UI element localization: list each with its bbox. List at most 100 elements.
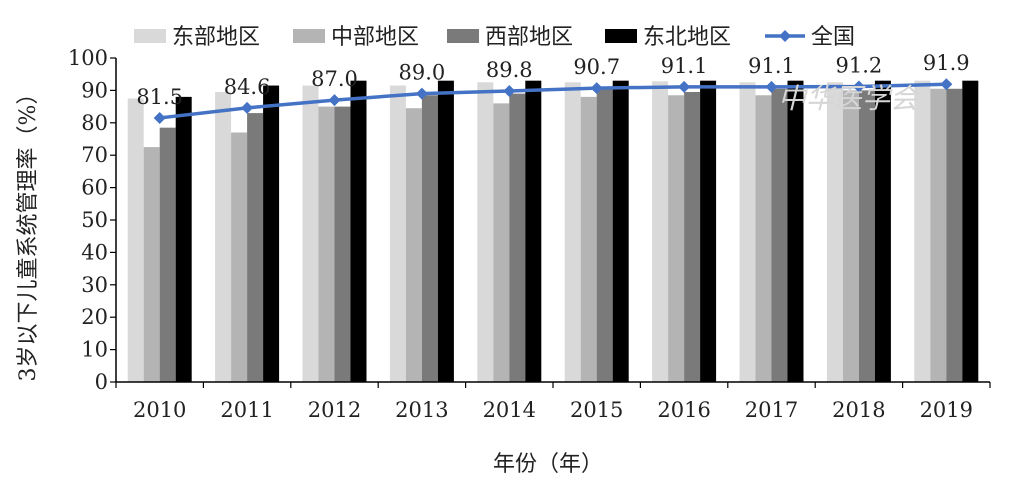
bar-1-2013 — [389, 85, 406, 382]
y-tick-label: 70 — [81, 143, 108, 167]
bar-1-2012 — [302, 85, 319, 382]
bar-4-2011 — [263, 85, 280, 382]
bar-3-2017 — [771, 88, 788, 382]
y-tick-label: 90 — [81, 78, 108, 102]
bar-2-2019 — [930, 88, 947, 382]
y-tick-label: 0 — [95, 370, 108, 394]
bar-1-2014 — [477, 82, 494, 383]
bar-3-2015 — [596, 88, 613, 382]
y-tick-label: 100 — [68, 46, 108, 70]
bar-2-2017 — [755, 95, 772, 382]
y-tick-label: 40 — [81, 240, 108, 264]
bar-2-2012 — [318, 106, 335, 382]
legend-swatch-3 — [447, 29, 479, 43]
line-point-2011 — [241, 101, 254, 114]
bar-4-2015 — [612, 80, 629, 383]
legend-marker — [779, 30, 791, 42]
x-tick-label: 2010 — [133, 398, 186, 422]
data-label-2015: 90.7 — [573, 55, 620, 79]
bar-2-2016 — [668, 95, 685, 382]
bar-4-2014 — [525, 80, 542, 383]
line-point-2014 — [503, 85, 516, 98]
data-label-2014: 89.8 — [486, 58, 533, 82]
bar-2-2018 — [842, 90, 859, 383]
watermark: 中华医学会 — [778, 82, 921, 115]
bar-2-2013 — [405, 108, 422, 382]
x-tick-label: 2016 — [657, 398, 710, 422]
data-label-2010: 81.5 — [136, 85, 183, 109]
x-tick-label: 2018 — [832, 398, 885, 422]
labels-layer: 81.5 84.6 87.0 89.0 89.8 90.7 91.1 91.1 91.2 91.9 — [136, 51, 969, 109]
legend-label-2: 中部地区 — [331, 25, 419, 50]
data-label-2017: 91.1 — [748, 54, 795, 78]
data-label-2019: 91.9 — [923, 51, 970, 75]
y-tick-label: 80 — [81, 111, 108, 135]
legend-swatch-4 — [605, 29, 637, 43]
bar-1-2018 — [826, 82, 843, 383]
axes-layer: 0 10 20 30 40 50 60 70 80 90 100 2010 2011 2012 2013 20… — [68, 46, 991, 422]
bar-1-2017 — [739, 82, 756, 383]
bar-3-2011 — [247, 113, 264, 382]
bar-2-2011 — [231, 132, 248, 382]
data-label-2016: 91.1 — [661, 54, 708, 78]
bar-1-2010 — [127, 98, 144, 382]
bar-1-2011 — [215, 92, 232, 383]
bar-1-2016 — [652, 81, 669, 382]
bar-3-2014 — [509, 93, 526, 382]
x-tick-label: 2014 — [483, 398, 536, 422]
x-tick-label: 2012 — [308, 398, 361, 422]
bar-2-2014 — [493, 103, 510, 383]
line-point-2010 — [153, 111, 166, 124]
y-tick-label: 20 — [81, 305, 108, 329]
legend-label-3: 西部地区 — [485, 25, 573, 50]
legend-swatch-2 — [293, 29, 325, 43]
y-tick-label: 50 — [81, 208, 108, 232]
bar-4-2010 — [175, 96, 192, 382]
bar-4-2019 — [962, 80, 979, 383]
x-tick-label: 2017 — [745, 398, 798, 422]
bar-3-2010 — [159, 127, 176, 382]
bar-3-2012 — [334, 106, 351, 382]
bar-4-2012 — [350, 80, 367, 383]
legend-label-4: 东北地区 — [643, 25, 731, 50]
data-label-2013: 89.0 — [399, 61, 446, 85]
line-point-2017 — [765, 80, 778, 93]
series-line — [159, 82, 947, 120]
bar-4-2016 — [700, 80, 717, 383]
bar-4-2017 — [787, 80, 804, 383]
y-axis-label: 3岁以下儿童系统管理率（%） — [16, 83, 41, 382]
legend-swatch-1 — [134, 29, 166, 43]
x-tick-label: 2019 — [920, 398, 973, 422]
bar-2-2010 — [143, 147, 160, 382]
bar-3-2016 — [684, 92, 701, 383]
bar-3-2018 — [858, 90, 875, 383]
legend: 东部地区 中部地区 西部地区 东北地区 全国 — [134, 25, 855, 50]
data-label-2012: 87.0 — [311, 67, 358, 91]
line-layer — [153, 78, 953, 124]
y-tick-label: 60 — [81, 176, 108, 200]
line-point-2013 — [415, 87, 428, 100]
bar-4-2013 — [437, 80, 454, 383]
x-tick-label: 2015 — [570, 398, 623, 422]
x-tick-label: 2011 — [220, 398, 273, 422]
line-point-2012 — [328, 94, 341, 107]
data-label-2018: 91.2 — [836, 54, 883, 78]
bar-3-2013 — [421, 95, 438, 382]
legend-label-1: 东部地区 — [172, 25, 260, 50]
bar-1-2019 — [914, 80, 931, 383]
data-label-2011: 84.6 — [224, 75, 271, 99]
line-point-2016 — [678, 80, 691, 93]
line-point-2019 — [940, 78, 953, 91]
line-point-2015 — [590, 82, 603, 95]
legend-label-5: 全国 — [811, 25, 855, 50]
bar-2-2015 — [580, 96, 597, 382]
x-tick-label: 2013 — [395, 398, 448, 422]
bars-layer — [127, 80, 979, 383]
y-tick-label: 10 — [81, 338, 108, 362]
bar-3-2019 — [946, 88, 963, 382]
bar-1-2015 — [564, 82, 581, 383]
bar-4-2018 — [874, 80, 891, 383]
x-axis-label: 年份（年） — [493, 452, 603, 477]
y-tick-label: 30 — [81, 273, 108, 297]
